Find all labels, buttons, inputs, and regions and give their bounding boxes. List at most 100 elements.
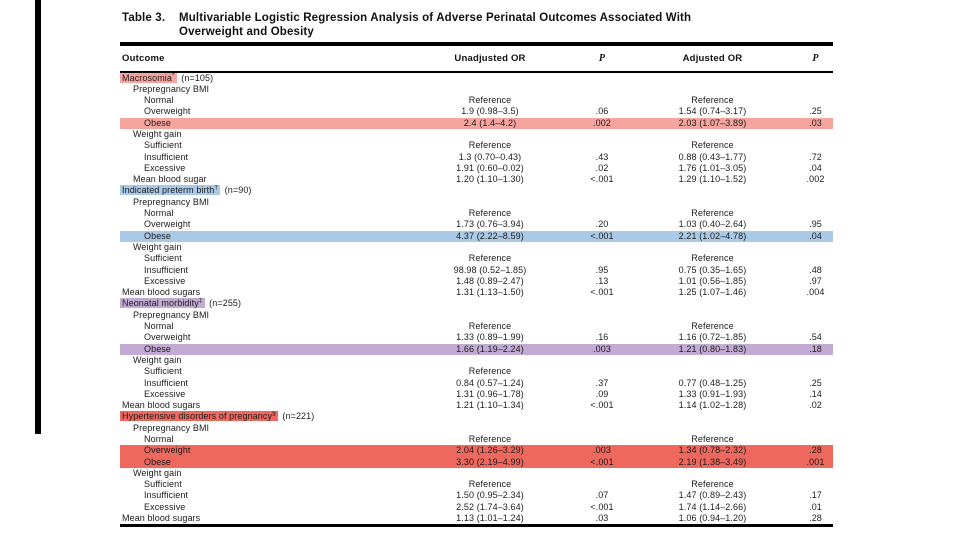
row-label: Insufficient bbox=[144, 151, 189, 162]
table-number: Table 3. bbox=[122, 12, 166, 24]
unadjusted-or-cell: 4.37 (2.22–8.59) bbox=[456, 230, 524, 241]
data-row: Prepregnancy BMI bbox=[120, 197, 833, 208]
row-label: Insufficient bbox=[144, 490, 189, 501]
unadjusted-or-cell bbox=[403, 84, 577, 95]
unadjusted-or-cell: Reference bbox=[468, 253, 512, 264]
p-value-cell bbox=[798, 197, 833, 208]
unadjusted-or-cell: 1.3 (0.70–0.43) bbox=[458, 151, 522, 162]
adjusted-or-cell: 2.19 (1.38–3.49) bbox=[678, 456, 747, 467]
p-value-cell bbox=[577, 310, 627, 321]
data-row: Prepregnancy BMI bbox=[120, 310, 833, 321]
p-value-cell: .01 bbox=[809, 501, 822, 512]
p-value-cell: .72 bbox=[809, 151, 822, 162]
row-label: Normal bbox=[144, 95, 174, 106]
highlighted-data-row: Obese 3.30 (2.19–4.99) <.001 2.19 (1.38–3.4… bbox=[120, 456, 833, 468]
row-label: Overweight bbox=[144, 219, 191, 230]
unadjusted-or-cell: 3.30 (2.19–4.99) bbox=[456, 456, 524, 467]
row-label: Mean blood sugars bbox=[122, 287, 201, 298]
p-value-cell bbox=[798, 253, 833, 264]
p-value-cell: .97 bbox=[809, 275, 822, 286]
p-value-cell bbox=[577, 468, 627, 479]
p-value-cell: .17 bbox=[809, 490, 822, 501]
col-header-unadjusted-or: Unadjusted OR bbox=[403, 45, 577, 73]
adjusted-or-cell: Reference bbox=[691, 321, 734, 332]
p-value-cell: .37 bbox=[595, 377, 609, 388]
unadjusted-or-cell: Reference bbox=[468, 366, 512, 377]
adjusted-or-cell: 1.25 (1.07–1.46) bbox=[678, 287, 747, 298]
unadjusted-or-cell: Reference bbox=[468, 208, 512, 219]
p-value-cell: .06 bbox=[595, 106, 609, 117]
outcome-name: Macrosomia* bbox=[120, 71, 177, 83]
row-label: Overweight bbox=[144, 332, 191, 343]
row-label: Weight gain bbox=[133, 241, 182, 252]
adjusted-or-cell: Reference bbox=[691, 95, 734, 106]
unadjusted-or-cell: 98.98 (0.52–1.85) bbox=[453, 264, 527, 275]
unadjusted-or-cell: 1.66 (1.19–2.24) bbox=[456, 343, 524, 354]
p-value-cell: <.001 bbox=[590, 287, 614, 298]
row-label: Obese bbox=[144, 230, 172, 241]
p-value-cell bbox=[798, 423, 833, 434]
highlighted-data-row: Obese 1.66 (1.19–2.24) .003 1.21 (0.80–1.83… bbox=[120, 343, 833, 355]
data-row: Mean blood sugars 1.13 (1.01–1.24) .03 1.06… bbox=[120, 513, 833, 524]
adjusted-or-cell: 1.76 (1.01–3.05) bbox=[678, 162, 747, 173]
unadjusted-or-cell: 1.13 (1.01–1.24) bbox=[456, 513, 524, 524]
outcome-name: Hypertensive disorders of pregnancy§ bbox=[120, 411, 278, 422]
adjusted-or-cell bbox=[627, 366, 798, 377]
row-label: Overweight bbox=[144, 106, 191, 117]
p-value-cell bbox=[577, 423, 627, 434]
p-value-cell bbox=[577, 253, 627, 264]
p-value-cell: .002 bbox=[806, 174, 825, 185]
adjusted-or-cell: 0.77 (0.48–1.25) bbox=[678, 377, 747, 388]
adjusted-or-cell: 1.06 (0.94–1.20) bbox=[678, 513, 747, 524]
unadjusted-or-cell bbox=[403, 129, 577, 140]
row-label: Normal bbox=[144, 208, 174, 219]
left-edge-bar bbox=[35, 0, 41, 434]
p-value-cell bbox=[577, 208, 627, 219]
p-value-cell: <.001 bbox=[590, 501, 614, 512]
footnote-marker: § bbox=[272, 411, 276, 418]
data-row: Overweight 1.33 (0.89–1.99) .16 1.16 (0.72–… bbox=[120, 332, 833, 343]
p-value-cell: .003 bbox=[593, 343, 611, 354]
unadjusted-or-cell: 1.31 (1.13–1.50) bbox=[456, 287, 524, 298]
sample-size: (n=255) bbox=[206, 298, 242, 309]
adjusted-or-cell bbox=[627, 468, 798, 479]
p-value-cell bbox=[798, 84, 833, 95]
adjusted-or-cell: 0.88 (0.43–1.77) bbox=[678, 151, 747, 162]
highlighted-data-row: Obese 4.37 (2.22–8.59) <.001 2.21 (1.02–4.7… bbox=[120, 230, 833, 242]
p-value-cell: .25 bbox=[809, 377, 822, 388]
p-value-cell bbox=[798, 434, 833, 445]
outcome-cell: Indicated preterm birth† (n=90) bbox=[120, 185, 833, 196]
p-value-cell bbox=[577, 129, 627, 140]
data-row: Mean blood sugars 1.31 (1.13–1.50) <.001 1.… bbox=[120, 287, 833, 298]
outcome-name: Indicated preterm birth† bbox=[120, 185, 221, 196]
col-header-outcome: Outcome bbox=[120, 45, 403, 73]
sample-size: (n=90) bbox=[222, 185, 252, 196]
data-row: Insufficient 0.84 (0.57–1.24) .37 0.77 (0.4… bbox=[120, 378, 833, 389]
p-value-cell bbox=[798, 242, 833, 253]
bottom-rule bbox=[120, 524, 833, 528]
p-value-cell: .04 bbox=[809, 162, 822, 173]
outcome-cell: Hypertensive disorders of pregnancy§ (n=… bbox=[120, 411, 833, 422]
row-label: Prepregnancy BMI bbox=[133, 309, 210, 320]
regression-table: Outcome Unadjusted OR P Adjusted OR P Ma… bbox=[120, 45, 833, 525]
section-label-row: Indicated preterm birth† (n=90) bbox=[120, 185, 833, 196]
p-value-cell bbox=[577, 84, 627, 95]
row-label: Mean blood sugars bbox=[122, 513, 201, 524]
data-row: Sufficient Reference bbox=[120, 366, 833, 377]
outcome-cell: Neonatal morbidity‡ (n=255) bbox=[120, 298, 833, 309]
data-row: Weight gain bbox=[120, 355, 833, 366]
adjusted-or-cell: 1.14 (1.02–1.28) bbox=[678, 400, 747, 411]
outcome-cell: Macrosomia* (n=105) bbox=[120, 72, 833, 84]
row-label: Insufficient bbox=[144, 377, 189, 388]
row-label: Weight gain bbox=[133, 354, 182, 365]
adjusted-or-cell: 1.01 (0.56–1.85) bbox=[678, 275, 747, 286]
p-value-cell: <.001 bbox=[590, 174, 614, 185]
unadjusted-or-cell bbox=[403, 310, 577, 321]
p-value-cell bbox=[798, 129, 833, 140]
data-row: Overweight 1.9 (0.98–3.5) .06 1.54 (0.74–3.… bbox=[120, 106, 833, 117]
unadjusted-or-cell: 2.4 (1.4–4.2) bbox=[463, 117, 517, 128]
row-label: Sufficient bbox=[144, 253, 182, 264]
row-label: Excessive bbox=[144, 388, 186, 399]
unadjusted-or-cell: 1.48 (0.89–2.47) bbox=[456, 275, 524, 286]
adjusted-or-cell: 1.33 (0.91–1.93) bbox=[678, 388, 747, 399]
